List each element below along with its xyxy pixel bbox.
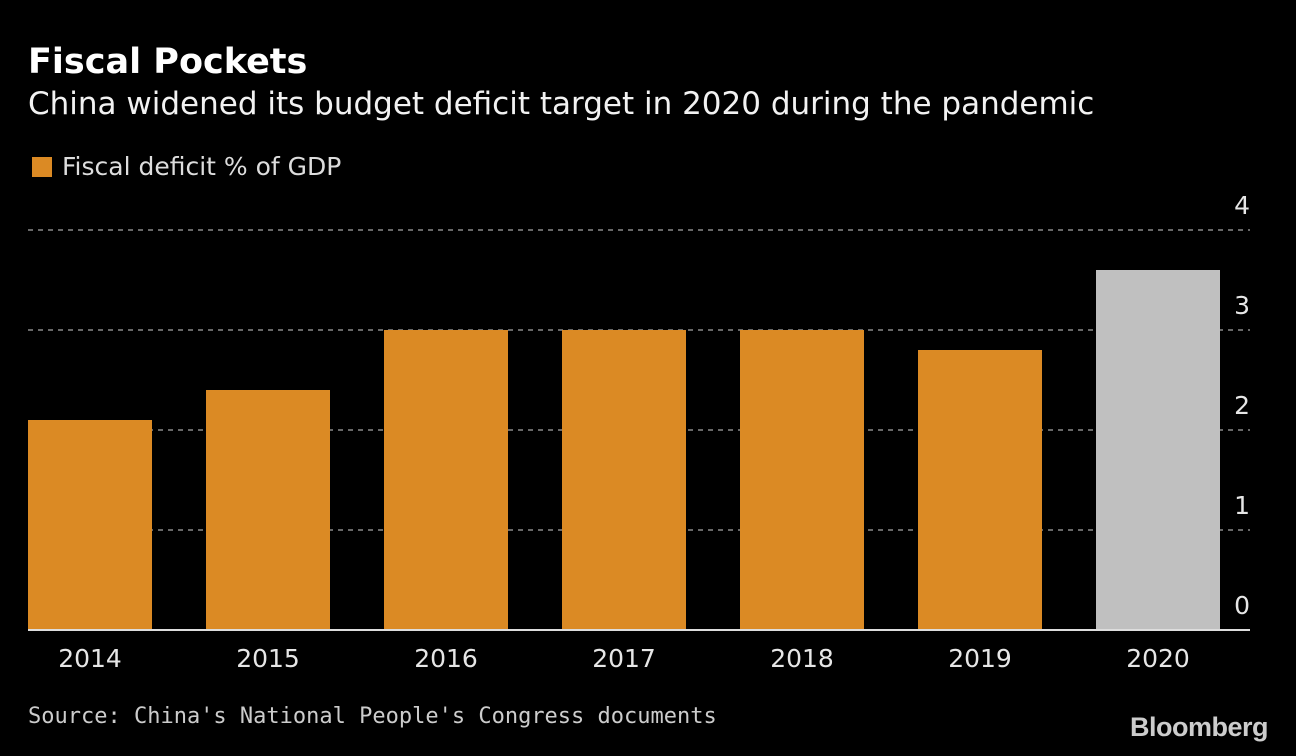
x-tick-label: 2017: [592, 644, 656, 673]
chart-title: Fiscal Pockets: [28, 42, 308, 82]
y-tick-label: 1: [1234, 491, 1250, 520]
x-tick-label: 2018: [770, 644, 834, 673]
bar-2019: [918, 350, 1042, 630]
bar-2018: [740, 330, 864, 630]
x-tick-label: 2015: [236, 644, 300, 673]
legend-label: Fiscal deficit % of GDP: [62, 152, 342, 181]
x-tick-label: 2016: [414, 644, 478, 673]
bar-2015: [206, 390, 330, 630]
x-tick-label: 2014: [58, 644, 122, 673]
bloomberg-logo: Bloomberg: [1129, 712, 1269, 742]
legend-swatch: [32, 156, 52, 177]
bar-2020: [1096, 270, 1220, 630]
x-tick-label: 2019: [948, 644, 1012, 673]
y-tick-label: 4: [1234, 191, 1250, 220]
y-tick-label: 2: [1234, 391, 1250, 420]
y-tick-label: 3: [1234, 291, 1250, 320]
bar-2017: [562, 330, 686, 630]
bar-2016: [384, 330, 508, 630]
source-note: Source: China's National People's Congre…: [28, 704, 717, 729]
legend: Fiscal deficit % of GDP: [32, 152, 341, 181]
y-tick-label: 0: [1234, 591, 1250, 620]
bar-2014: [28, 420, 152, 630]
x-tick-label: 2020: [1126, 644, 1190, 673]
chart-subtitle: China widened its budget deficit target …: [28, 86, 1095, 122]
